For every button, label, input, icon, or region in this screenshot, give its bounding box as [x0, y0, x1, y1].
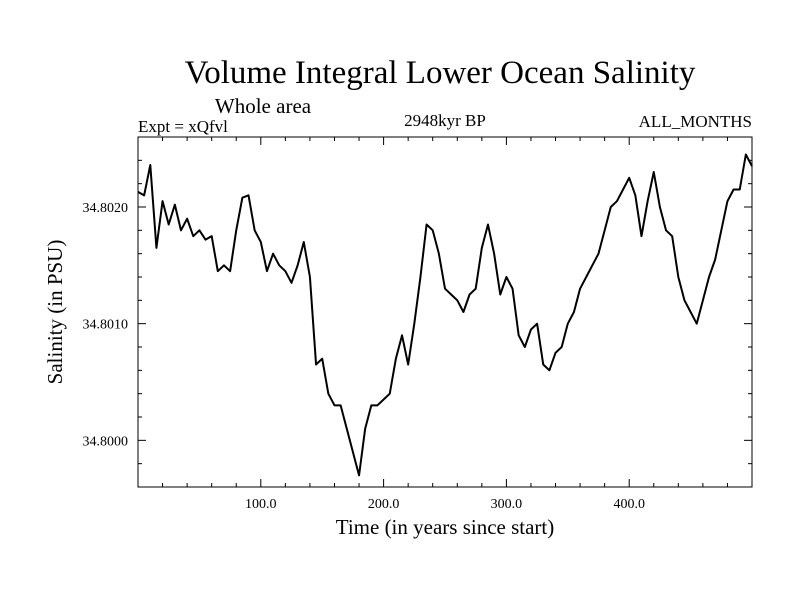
x-tick-label: 400.0 [613, 497, 645, 512]
months-label: ALL_MONTHS [639, 112, 752, 131]
y-axis-tick-labels: 34.8000 34.8010 34.8020 [83, 201, 129, 449]
x-axis-ticks [162, 137, 728, 487]
chart-subtitle: Whole area [215, 94, 312, 118]
x-tick-label: 100.0 [245, 497, 277, 512]
y-tick-label: 34.8010 [83, 318, 129, 333]
y-axis-label: Salinity (in PSU) [43, 240, 67, 385]
y-tick-label: 34.8020 [83, 201, 129, 216]
x-axis-tick-labels: 100.0 200.0 300.0 400.0 [245, 497, 645, 512]
series-line-salinity [137, 153, 753, 477]
experiment-label: Expt = xQfvl [138, 117, 228, 136]
chart-title: Volume Integral Lower Ocean Salinity [185, 55, 696, 91]
x-tick-label: 200.0 [368, 497, 400, 512]
y-tick-label: 34.8000 [83, 434, 129, 449]
plot-frame [137, 136, 753, 488]
x-axis-label: Time (in years since start) [336, 515, 555, 539]
y-axis-ticks [138, 136, 752, 465]
period-label: 2948kyr BP [404, 111, 486, 130]
x-tick-label: 300.0 [491, 497, 523, 512]
